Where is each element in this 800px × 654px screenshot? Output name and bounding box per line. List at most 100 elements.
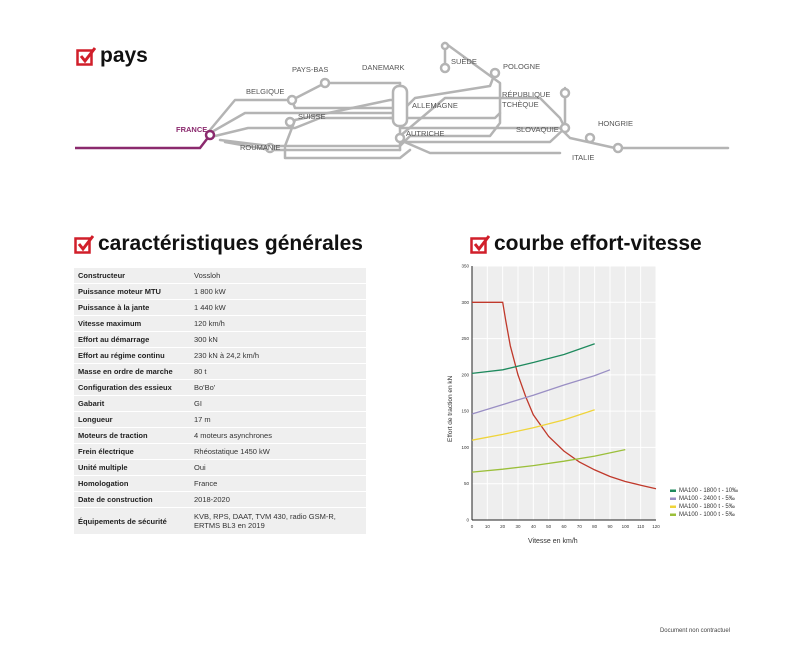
label-republique: RÉPUBLIQUE [502,90,550,99]
node-allemagne [391,84,409,128]
x-tick-label: 70 [577,524,583,529]
x-tick-label: 100 [622,524,630,529]
legend-label: MA100 - 2400 t - 5‰ [679,496,735,502]
spec-value-line: KVB, RPS, DAAT, TVM 430, radio GSM-R, [194,512,336,521]
rail-network-map: FRANCE BELGIQUE PAYS-BAS DANEMARK SUÈDE … [75,41,730,162]
chart-axes: 0 10 20 30 40 50 60 70 80 90 100 110 120 0 50 100 150 200… [461,264,660,530]
section-title-caracteristiques: caractéristiques générales [74,232,363,256]
x-tick-label: 110 [637,524,645,529]
x-tick-label: 30 [515,524,521,529]
spec-label: Frein électrique [74,443,190,460]
series-line [471,448,626,473]
spec-row: Gabarit GI [74,395,366,412]
label-pays-bas: PAYS-BAS [292,65,328,74]
label-roumanie: ITALIE [572,153,594,162]
y-axis-label: Effort de traction en kN [447,375,454,442]
france-line [75,134,211,150]
spec-value: GI [190,395,366,412]
node-suede-top [440,41,450,51]
node-france [204,129,216,141]
x-tick-label: 80 [592,524,598,529]
specifications-table: Constructeur Vossloh Puissance moteur MTU 1… [74,268,366,535]
spec-value: Oui [190,459,366,476]
series-line [471,409,595,441]
label-slovaquie: SLOVAQUIE [516,125,559,134]
spec-label: Puissance à la jante [74,299,190,316]
node-roumanie [612,142,624,154]
section-title-text: pays [100,44,148,67]
effort-speed-chart: 0 10 20 30 40 50 60 70 80 90 100 110 120 0 50 100 150 200… [447,264,738,546]
spec-value: 120 km/h [190,315,366,332]
spec-label: Longueur [74,411,190,428]
x-tick-label: 50 [546,524,552,529]
spec-row: Constructeur Vossloh [74,268,366,284]
x-tick-label: 120 [652,524,660,529]
node-italie [264,142,276,154]
x-tick-label: 40 [531,524,537,529]
section-title-text: caractéristiques générales [98,232,363,255]
spec-row: Puissance moteur MTU 1 800 kW [74,283,366,300]
chart-grid [471,265,657,521]
x-axis-label: Vitesse en km/h [528,538,578,545]
label-italie: ROUMANIE [240,143,280,152]
spec-row: Effort au démarrage 300 kN [74,331,366,348]
footer-note: Document non contractuel [659,628,730,634]
node-pologne [489,67,501,79]
spec-row: Masse en ordre de marche 80 t [74,363,366,380]
legend-swatch [670,489,676,492]
spec-label: Gabarit [74,395,190,412]
spec-value-line: ERTMS BL3 en 2019 [194,521,265,530]
node-danemark [439,62,451,74]
y-tick-label: 350 [461,264,469,269]
spec-row: Unité multiple Oui [74,459,366,476]
node-hongrie [584,132,596,144]
spec-value: 2018-2020 [190,491,366,508]
spec-row: Équipements de sécurité KVB, RPS, DAAT, T… [74,507,366,535]
y-tick-label: 250 [461,336,469,341]
legend-swatch [670,497,676,500]
spec-value: 80 t [190,363,366,380]
checkbox-icon [74,235,94,254]
y-tick-label: 300 [461,300,469,305]
spec-row: Homologation France [74,475,366,492]
node-autriche [394,132,406,144]
section-title-courbe: courbe effort-vitesse [470,232,702,256]
spec-value: Rhéostatique 1450 kW [190,443,366,460]
spec-value: 230 kN à 24,2 km/h [190,347,366,364]
legend-label: MA100 - 1000 t - 5‰ [679,512,735,518]
chart-series [471,301,657,490]
spec-row: Puissance à la jante 1 440 kW [74,299,366,316]
label-suede: SUÈDE [451,57,477,66]
label-danemark: DANEMARK [362,63,405,72]
series-line [471,343,595,375]
spec-label: Unité multiple [74,459,190,476]
x-tick-label: 20 [500,524,506,529]
chart-legend: MA100 - 1800 t - 10‰ MA100 - 2400 t - 5‰ M… [670,488,738,518]
label-france: FRANCE [176,125,207,134]
spec-label: Vitesse maximum [74,315,190,332]
node-pays-bas [319,77,331,89]
legend-label: MA100 - 1800 t - 5‰ [679,504,735,510]
y-tick-label: 50 [464,481,470,486]
spec-value: 1 800 kW [190,283,366,300]
station-nodes [204,41,624,154]
spec-label: Configuration des essieux [74,379,190,396]
x-tick-label: 10 [485,524,491,529]
spec-value: 300 kN [190,331,366,348]
x-tick-label: 0 [471,524,474,529]
y-tick-label: 100 [461,445,469,450]
spec-value: 4 moteurs asynchrones [190,427,366,444]
spec-label: Puissance moteur MTU [74,283,190,300]
series-line [471,369,611,415]
label-autriche: AUTRICHE [406,129,444,138]
y-tick-label: 150 [461,409,469,414]
label-hongrie: HONGRIE [598,119,633,128]
spec-label: Homologation [74,475,190,492]
spec-label: Masse en ordre de marche [74,363,190,380]
label-allemagne: ALLEMAGNE [412,101,458,110]
spec-value: France [190,475,366,492]
spec-label: Date de construction [74,491,190,508]
spec-value: KVB, RPS, DAAT, TVM 430, radio GSM-R, ERT… [190,507,366,535]
spec-label: Effort au régime continu [74,347,190,364]
section-title-text: courbe effort-vitesse [494,232,702,255]
